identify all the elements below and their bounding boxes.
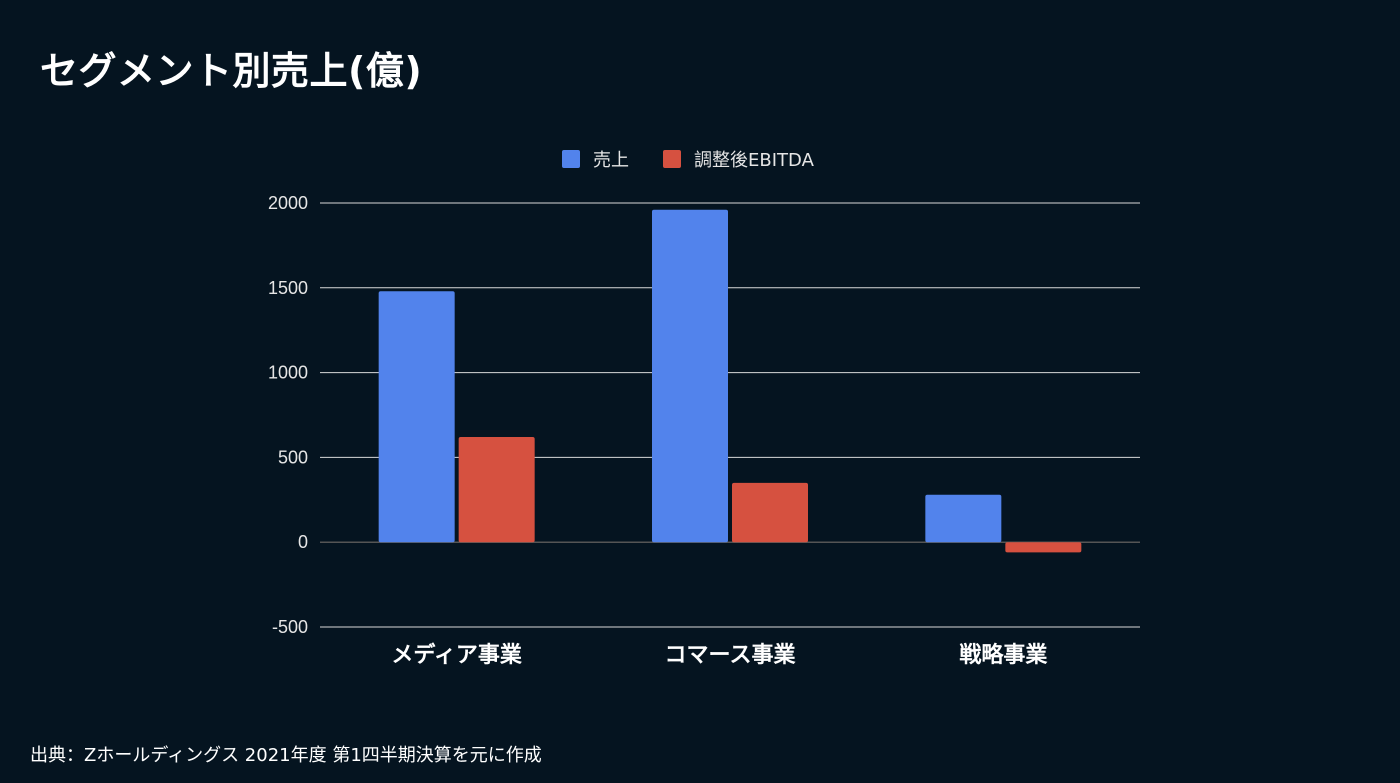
- y-tick-label: 1500: [268, 278, 308, 298]
- bar-sales: [652, 209, 728, 543]
- y-tick-label: 0: [298, 532, 308, 552]
- bar-sales: [378, 291, 455, 543]
- legend-swatch: [663, 150, 681, 168]
- source-note: 出典：Zホールディングス 2021年度 第1四半期決算を元に作成: [30, 745, 542, 766]
- legend-swatch: [562, 150, 580, 168]
- bar-ebitda: [458, 437, 535, 543]
- bar-ebitda: [732, 482, 808, 543]
- legend-label: 調整後EBITDA: [694, 150, 815, 171]
- x-category-label: メディア事業: [391, 642, 522, 668]
- y-tick-label: 1000: [268, 363, 308, 383]
- page-title: セグメント別売上(億): [40, 49, 423, 93]
- x-category-label: 戦略事業: [959, 642, 1048, 668]
- y-tick-label: 2000: [268, 193, 308, 213]
- bar-ebitda: [1005, 542, 1082, 553]
- legend-label: 売上: [593, 150, 629, 171]
- y-tick-label: 500: [278, 447, 308, 467]
- chart-gridlines: [320, 202, 1140, 628]
- chart-legend: 売上 調整後EBITDA: [562, 150, 815, 171]
- y-tick-label: -500: [272, 617, 308, 637]
- x-axis: メディア事業 コマース事業 戦略事業: [391, 642, 1048, 668]
- bar-sales: [925, 494, 1002, 543]
- x-category-label: コマース事業: [665, 642, 797, 668]
- chart-bars: [378, 209, 1082, 553]
- y-axis: 2000 1500 1000 500 0 -500: [268, 193, 308, 637]
